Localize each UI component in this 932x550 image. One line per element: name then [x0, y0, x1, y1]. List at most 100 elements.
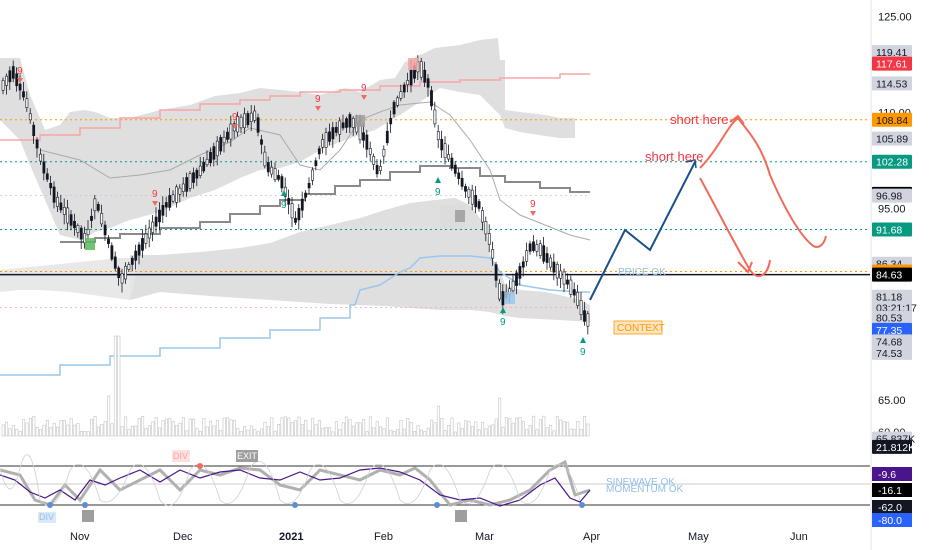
volume-bar: [586, 423, 590, 437]
x-tick-label-1: Dec: [173, 531, 193, 543]
volume-bar: [457, 422, 461, 437]
sell-arrow-icon: [315, 106, 321, 111]
candle-body: [494, 264, 498, 281]
volume-bar: [368, 416, 372, 437]
volume-bar: [270, 417, 274, 437]
volume-bar: [127, 428, 131, 437]
candle-body: [120, 273, 124, 284]
volume-bar: [576, 421, 580, 437]
volume-bar: [552, 430, 556, 437]
volume-bar: [205, 426, 209, 437]
volume-bar: [260, 428, 264, 437]
volume-bar: [487, 425, 491, 437]
candle-body: [297, 208, 301, 221]
volume-bar: [134, 425, 138, 437]
volume-bars: [1, 335, 590, 437]
volume-bar: [59, 420, 63, 437]
signal-dot-red: [197, 463, 203, 469]
volume-bar: [256, 431, 260, 437]
candle-body: [18, 83, 22, 91]
volume-bar: [396, 429, 400, 437]
volume-bar: [297, 416, 301, 437]
candle-body: [385, 130, 389, 144]
x-tick-label-6: May: [688, 531, 709, 543]
volume-bar: [311, 417, 315, 437]
candle-body: [464, 186, 467, 192]
volume-bar: [399, 419, 403, 437]
candle-body: [321, 139, 325, 148]
signal-dot-blue-5: [579, 502, 585, 508]
candle-body: [212, 146, 216, 160]
candle-body: [300, 198, 304, 211]
price-tag-label-0: 119.41: [876, 47, 907, 59]
candle-body: [239, 116, 243, 129]
candle-body: [25, 98, 29, 109]
buy-count-2: 9: [500, 317, 506, 328]
candle-body: [491, 249, 495, 259]
volume-bar: [317, 420, 321, 437]
price-tag-19: [872, 439, 912, 454]
volume-bar: [304, 419, 308, 437]
candle-body: [433, 109, 437, 125]
signal-box-1: [355, 115, 365, 127]
candle-body: [348, 114, 352, 128]
candle-body: [59, 202, 63, 211]
candle-body: [45, 173, 49, 180]
price-tag-1: [872, 56, 912, 71]
candle-body: [481, 210, 484, 223]
thin-trail-line: [39, 101, 591, 241]
volume-bar: [307, 430, 311, 437]
signal-box-3: [505, 292, 515, 304]
candle-body: [246, 113, 250, 126]
indicator-tag-label-2: -62.0: [878, 502, 902, 514]
volume-bar: [358, 422, 362, 437]
volume-bar: [212, 425, 216, 437]
volume-bar: [273, 430, 277, 437]
candle-body: [535, 244, 539, 252]
y-tick-label-3: 65.00: [878, 395, 906, 407]
volume-bar: [406, 418, 410, 437]
candle-body: [501, 291, 505, 306]
indicator-tag-label-0: -9.6: [878, 469, 896, 481]
candle-body: [28, 113, 32, 121]
cloud-band-lower: [130, 198, 590, 322]
volume-bar: [222, 417, 226, 437]
volume-bar: [416, 425, 420, 437]
candle-body: [222, 136, 226, 144]
div-badge-top: [172, 450, 190, 462]
candle-body: [256, 117, 260, 133]
volume-bar: [453, 431, 457, 437]
volume-bar: [144, 428, 148, 437]
volume-bar: [555, 416, 559, 437]
div-label-bottom: DIV: [39, 512, 54, 522]
volume-bar: [481, 422, 485, 437]
context-label: CONTEXT: [617, 323, 665, 334]
candle-body: [569, 279, 573, 295]
candle-body: [181, 183, 185, 192]
volume-bar: [178, 422, 182, 437]
candle-body: [263, 151, 267, 167]
candle-body: [229, 123, 233, 140]
volume-bar: [566, 421, 570, 437]
candle-body: [73, 220, 76, 229]
price-tag-14: [872, 310, 912, 325]
volume-bar: [185, 430, 189, 437]
candle-body: [22, 91, 25, 98]
candle-body: [562, 271, 566, 285]
candle-body: [107, 238, 110, 245]
volume-bar: [385, 417, 389, 437]
candle-body: [253, 110, 257, 121]
price-tag-label-2: 114.53: [876, 78, 907, 90]
volume-bar: [583, 415, 587, 437]
div-badge-bottom: [38, 512, 56, 523]
candle-body: [151, 221, 155, 233]
candle-body: [137, 244, 141, 256]
candle-body: [579, 300, 583, 315]
candle-body: [69, 214, 73, 226]
price-tag-0: [872, 45, 912, 60]
candle-body: [440, 138, 444, 151]
candle-body: [117, 267, 121, 278]
candle-body: [375, 165, 379, 175]
horizontal-levels: [0, 119, 870, 308]
candle-body: [423, 69, 427, 83]
